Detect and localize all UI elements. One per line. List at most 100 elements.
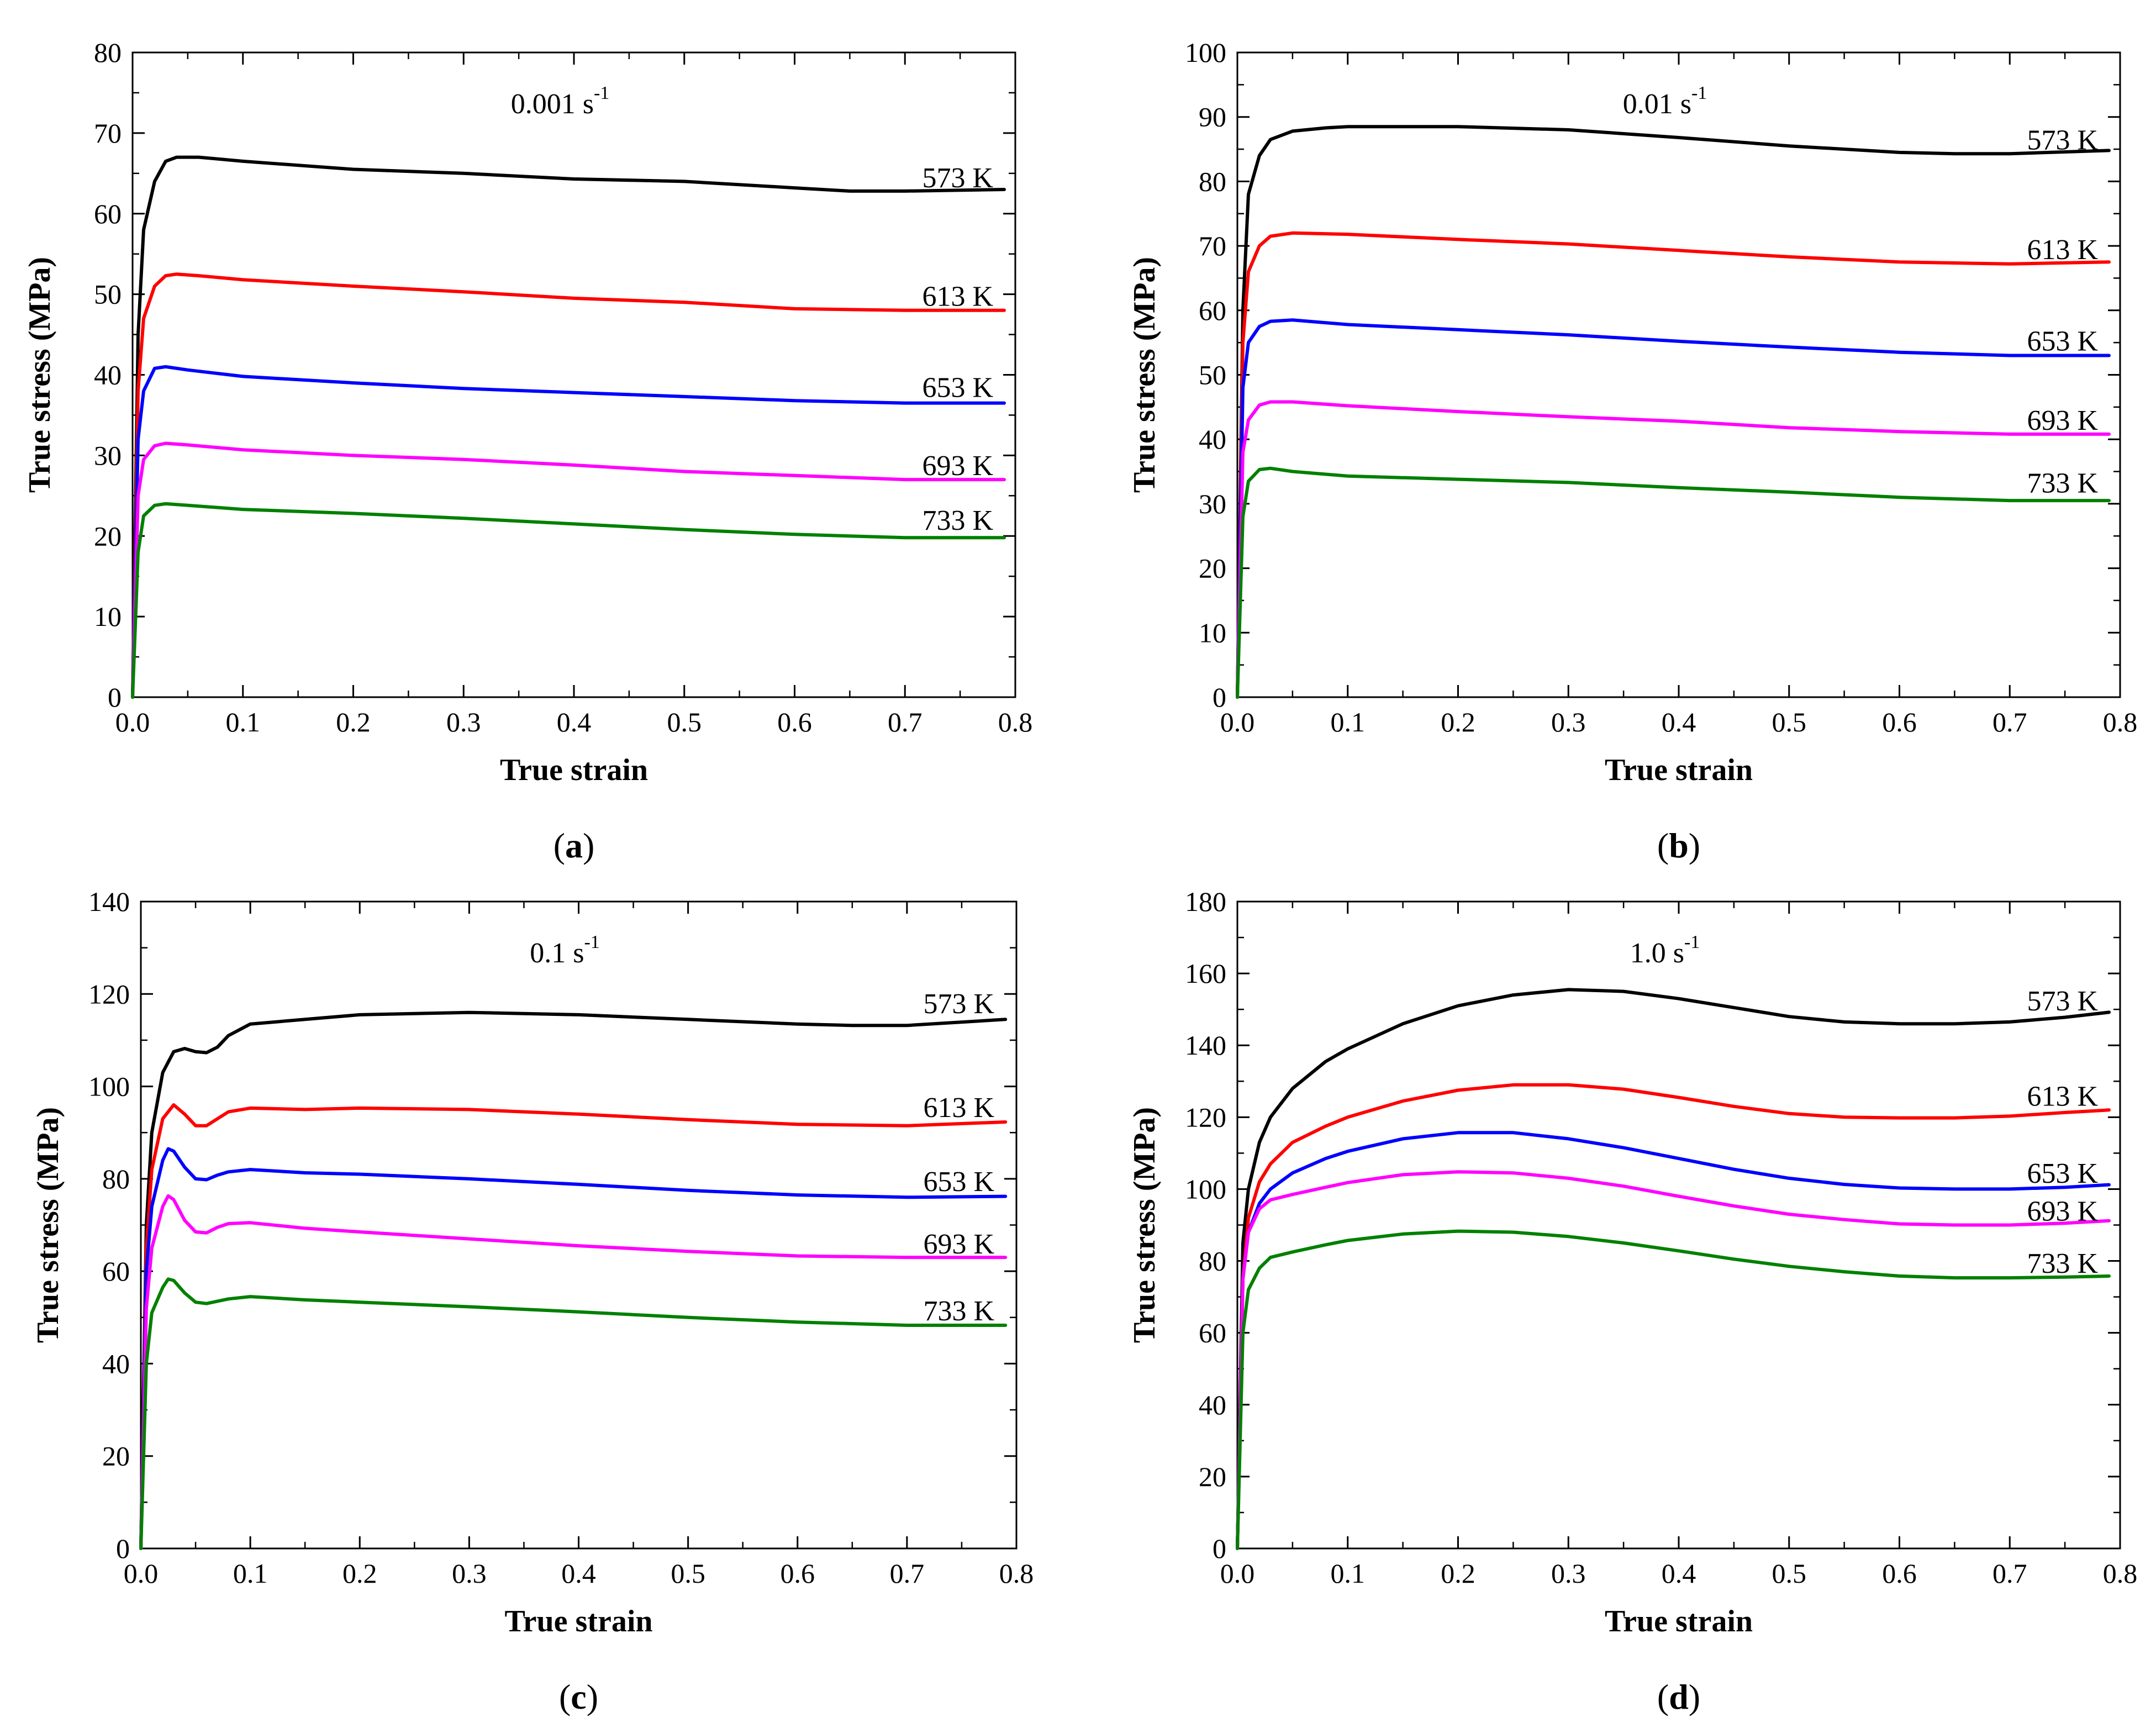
series-line-693k (1236, 1170, 2111, 1550)
x-tick-label: 0.1 (233, 1558, 268, 1589)
series-line-613k (131, 272, 1006, 699)
x-tick-label: 0.7 (1992, 707, 2027, 737)
x-axis-title: True strain (500, 753, 648, 787)
series-label-573k: 573 K (922, 162, 993, 194)
x-tick-label: 0.4 (1662, 1558, 1696, 1589)
x-tick-label: 0.3 (446, 707, 481, 737)
x-tick-label: 0.6 (1882, 707, 1917, 737)
y-tick-label: 20 (1199, 553, 1226, 584)
series-label-693k: 693 K (922, 450, 993, 482)
series-line-613k (139, 1103, 1008, 1550)
y-tick-label: 100 (1185, 1173, 1226, 1204)
strain-rate-label: 0.001 s-1 (511, 83, 610, 120)
panel-caption: (a) (554, 826, 595, 865)
series-label-653k: 653 K (923, 1166, 994, 1198)
series-label-653k: 653 K (922, 372, 993, 403)
series-line-573k (131, 155, 1006, 699)
y-tick-label: 80 (102, 1163, 130, 1194)
x-tick-label: 0.3 (452, 1558, 487, 1589)
panel-caption: (c) (559, 1677, 598, 1716)
x-tick-label: 0.5 (667, 707, 702, 737)
y-tick-label: 30 (94, 440, 122, 471)
y-tick-label: 50 (94, 279, 122, 310)
x-tick-label: 0.1 (1331, 707, 1366, 737)
y-axis-title: True stress (MPa) (1127, 257, 1162, 493)
series-label-573k: 573 K (923, 988, 994, 1020)
x-tick-label: 0.8 (2103, 707, 2138, 737)
series-label-733k: 733 K (2027, 467, 2098, 499)
series-label-653k: 653 K (2027, 1158, 2098, 1189)
series-label-733k: 733 K (2027, 1248, 2098, 1279)
panel-caption: (d) (1657, 1677, 1700, 1716)
y-tick-label: 20 (102, 1441, 130, 1472)
series-label-613k: 613 K (2027, 234, 2098, 266)
y-axis-title: True stress (MPa) (23, 257, 57, 493)
x-tick-label: 0.3 (1551, 1558, 1586, 1589)
x-tick-label: 0.7 (890, 1558, 925, 1589)
y-tick-label: 0 (116, 1533, 130, 1564)
series-line-693k (139, 1194, 1008, 1550)
chart-panel-a: 0.0 0.1 0.2 0.3 0.4 0.5 0.6 0.7 0.8 0 10 20 30 40 50 60… (23, 37, 1032, 865)
y-tick-label: 30 (1199, 488, 1226, 519)
y-tick-label: 140 (88, 886, 130, 917)
y-tick-label: 50 (1199, 360, 1226, 391)
y-axis-title: True stress (MPa) (1127, 1107, 1162, 1343)
series-line-573k (139, 1010, 1008, 1550)
series-label-693k: 693 K (923, 1229, 994, 1260)
x-tick-label: 0.5 (1772, 1558, 1807, 1589)
y-tick-label: 100 (88, 1071, 130, 1102)
y-tick-label: 100 (1185, 37, 1226, 68)
chart-panel-c: 0.0 0.1 0.2 0.3 0.4 0.5 0.6 0.7 0.8 0 20 40 60 80 100 1… (31, 886, 1034, 1716)
x-tick-label: 0.1 (226, 707, 261, 737)
y-tick-label: 80 (94, 37, 122, 68)
x-tick-label: 0.6 (777, 707, 812, 737)
series-line-653k (1236, 318, 2111, 699)
y-tick-label: 0 (108, 682, 122, 713)
series-line-653k (139, 1147, 1008, 1550)
series-label-653k: 653 K (2027, 326, 2098, 357)
plot-frame (131, 51, 1016, 698)
x-axis-title: True strain (504, 1604, 652, 1639)
plot-frame (1236, 51, 2121, 698)
y-tick-label: 40 (102, 1348, 130, 1379)
series-label-613k: 613 K (2027, 1081, 2098, 1112)
y-tick-label: 60 (102, 1256, 130, 1287)
x-tick-label: 0.0 (124, 1558, 159, 1589)
x-tick-label: 0.8 (999, 1558, 1034, 1589)
y-tick-label: 80 (1199, 1246, 1226, 1277)
y-tick-label: 40 (94, 360, 122, 391)
x-tick-label: 0.8 (998, 707, 1033, 737)
y-tick-label: 70 (94, 118, 122, 149)
series-line-733k (1236, 466, 2111, 699)
y-axis-title: True stress (MPa) (31, 1107, 65, 1343)
y-tick-label: 90 (1199, 102, 1226, 133)
series-line-653k (131, 365, 1006, 699)
y-tick-label: 40 (1199, 1389, 1226, 1420)
x-tick-label: 0.0 (1220, 707, 1255, 737)
series-label-693k: 693 K (2027, 405, 2098, 436)
series-line-653k (1236, 1131, 2111, 1550)
series-line-693k (1236, 400, 2111, 699)
chart-panel-d: 0.0 0.1 0.2 0.3 0.4 0.5 0.6 0.7 0.8 0 20 40 60 80 100 1… (1127, 886, 2137, 1716)
x-tick-label: 0.2 (336, 707, 371, 737)
y-tick-label: 70 (1199, 230, 1226, 261)
series-label-573k: 573 K (2027, 986, 2098, 1017)
series-label-573k: 573 K (2027, 125, 2098, 156)
series-label-613k: 613 K (923, 1092, 994, 1124)
strain-rate-label: 1.0 s-1 (1630, 932, 1700, 969)
x-tick-label: 0.2 (1441, 707, 1475, 737)
strain-rate-label: 0.1 s-1 (530, 932, 600, 969)
y-tick-label: 140 (1185, 1030, 1226, 1061)
x-axis-title: True strain (1605, 1604, 1753, 1639)
series-label-693k: 693 K (2027, 1195, 2098, 1227)
x-tick-label: 0.2 (342, 1558, 377, 1589)
x-tick-label: 0.6 (781, 1558, 815, 1589)
y-tick-label: 80 (1199, 166, 1226, 197)
x-tick-label: 0.6 (1882, 1558, 1917, 1589)
y-tick-label: 10 (1199, 617, 1226, 648)
strain-rate-label: 0.01 s-1 (1623, 83, 1707, 120)
x-axis-title: True strain (1605, 753, 1753, 787)
x-tick-label: 0.0 (115, 707, 150, 737)
series-line-613k (1236, 1083, 2111, 1550)
